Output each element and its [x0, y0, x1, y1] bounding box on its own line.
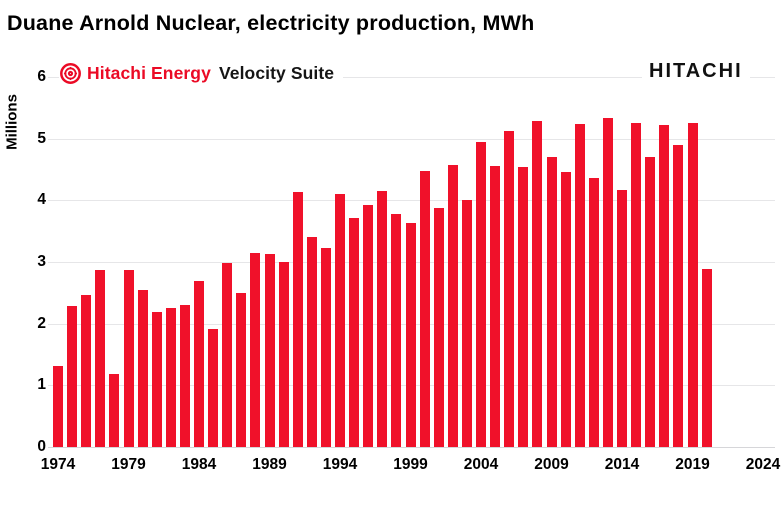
bar-1991	[292, 192, 303, 447]
bar-1984	[194, 281, 204, 447]
bar-2009	[546, 157, 557, 447]
bar-2018	[673, 144, 684, 447]
bar-2001	[433, 208, 444, 447]
bar-1982	[165, 308, 176, 447]
bar-1977	[95, 270, 106, 447]
bar-1993	[320, 247, 331, 447]
bar-2020	[701, 268, 712, 447]
x-tick-label-2004: 2004	[463, 456, 499, 473]
x-tick-label-1974: 1974	[40, 456, 76, 473]
y-tick-label-4: 4	[37, 191, 46, 209]
bar-1978	[109, 373, 120, 447]
bar-2007	[518, 167, 529, 447]
x-tick-label-2019: 2019	[675, 456, 710, 473]
bar-1992	[306, 237, 317, 447]
bar-2017	[659, 125, 670, 447]
bar-2019	[687, 123, 698, 447]
page-title: Duane Arnold Nuclear, electricity produc…	[7, 11, 535, 35]
y-tick-label-5: 5	[37, 129, 46, 147]
bar-1996	[363, 204, 374, 447]
x-axis-line	[48, 447, 775, 448]
bar-1988	[250, 252, 261, 447]
bar-1979	[123, 270, 134, 447]
bar-1995	[349, 218, 360, 447]
bar-1980	[137, 289, 148, 447]
bar-2011	[574, 124, 585, 447]
y-tick-label-2: 2	[37, 314, 46, 332]
bar-1987	[236, 292, 247, 447]
bar-2008	[532, 120, 543, 447]
hitachi-wordmark: HITACHI	[642, 59, 750, 83]
bar-1989	[264, 253, 275, 447]
bar-2014	[617, 190, 627, 447]
bar-1981	[151, 311, 162, 447]
bar-1974	[53, 366, 63, 447]
y-tick-label-0: 0	[37, 438, 46, 455]
bar-2005	[490, 166, 501, 447]
bar-2000	[419, 171, 430, 447]
x-tick-label-1994: 1994	[322, 456, 358, 473]
bar-2013	[602, 118, 613, 447]
x-tick-label-1999: 1999	[393, 456, 428, 473]
gridline-4m	[48, 200, 775, 202]
gridline-5m	[48, 138, 775, 140]
bar-1997	[377, 191, 388, 447]
x-tick-label-2009: 2009	[534, 456, 569, 473]
bar-1983	[179, 304, 190, 447]
bar-2016	[645, 156, 656, 447]
bar-1994	[335, 194, 345, 447]
bar-2006	[504, 131, 515, 447]
bar-1976	[81, 295, 92, 447]
hitachi-energy-lockup: Hitachi Energy Velocity Suite	[59, 60, 344, 86]
y-tick-label-6: 6	[37, 67, 46, 85]
bar-1975	[67, 305, 78, 447]
x-tick-label-1989: 1989	[252, 456, 287, 473]
x-tick-label-1979: 1979	[111, 456, 146, 473]
bar-2015	[631, 123, 642, 447]
x-tick-label-2014: 2014	[604, 456, 640, 473]
y-tick-label-3: 3	[37, 252, 46, 270]
x-tick-label-1984: 1984	[181, 456, 217, 473]
hitachi-energy-logo-icon	[59, 62, 82, 85]
bar-2010	[560, 171, 571, 447]
hitachi-energy-wordmark: Hitachi Energy	[87, 62, 211, 83]
bar-1999	[405, 222, 416, 447]
bar-1985	[208, 328, 219, 447]
velocity-suite-wordmark: Velocity Suite	[218, 62, 335, 83]
bar-2002	[447, 164, 458, 447]
bar-1986	[222, 263, 233, 447]
bar-2003	[461, 200, 472, 447]
x-tick-label-2024: 2024	[745, 456, 781, 473]
bar-1990	[278, 261, 289, 447]
bar-1998	[391, 213, 402, 447]
y-tick-label-1: 1	[37, 376, 46, 394]
bar-2004	[476, 142, 486, 447]
bar-2012	[588, 178, 599, 447]
gridline-6m	[48, 76, 775, 78]
